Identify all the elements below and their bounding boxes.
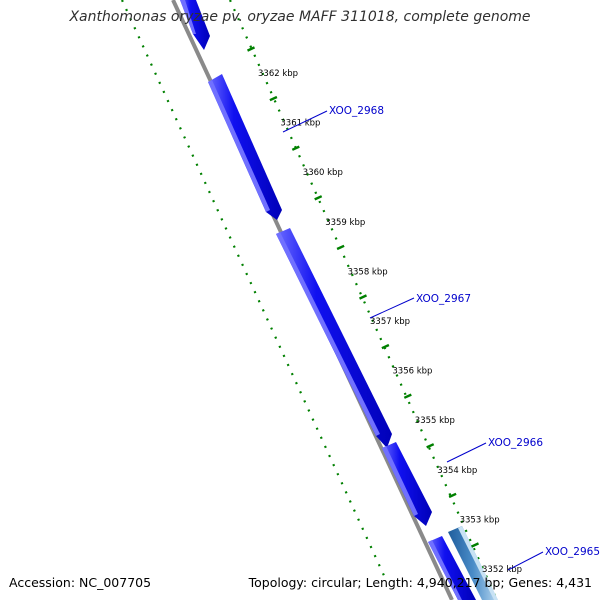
ruler-tick <box>381 343 390 350</box>
gene-label-xoo-2965[interactable]: XOO_2965 <box>545 546 600 558</box>
ruler-tick <box>403 393 412 399</box>
gene-label-xoo-2966[interactable]: XOO_2966 <box>488 437 543 449</box>
ruler-tick-label: 3356 kbp <box>392 367 432 377</box>
ruler-tick-label: 3358 kbp <box>348 267 388 277</box>
ruler-tick-label: 3355 kbp <box>415 416 455 426</box>
gc-dotted-track-left <box>120 0 388 581</box>
ruler-tick-label: 3352 kbp <box>482 565 522 575</box>
ruler-tick <box>448 492 457 499</box>
gene-arrow-xoo-2965[interactable] <box>428 536 476 600</box>
ruler-tick-label: 3362 kbp <box>258 69 298 79</box>
ruler-tick <box>336 244 345 251</box>
ruler-tick-label: 3359 kbp <box>325 218 365 228</box>
gene-arrow-xoo-2968[interactable] <box>208 74 282 220</box>
gene-labels: XOO_2968 XOO_2967 XOO_2966 XOO_2965 <box>282 105 600 571</box>
gene-label-leader-xoo-2968 <box>282 110 328 133</box>
ruler-tick <box>314 195 323 201</box>
ruler-tick-label: 3354 kbp <box>437 466 477 476</box>
gene-arrows <box>180 0 498 600</box>
gene-label-leader-xoo-2965 <box>507 551 544 571</box>
gene-arrow-xoo-2967[interactable] <box>276 228 392 448</box>
ruler-tick <box>247 46 255 52</box>
gene-arrow-top-partial[interactable] <box>180 0 210 50</box>
gene-arrow-xoo-2966[interactable] <box>382 442 432 526</box>
ruler-tick <box>269 95 278 102</box>
ruler-tick <box>359 294 367 300</box>
ruler-tick-label: 3360 kbp <box>303 168 343 178</box>
ruler-tick-label: 3357 kbp <box>370 317 410 327</box>
gene-label-leader-xoo-2967 <box>369 297 415 319</box>
gene-label-leader-xoo-2966 <box>446 442 487 463</box>
gene-arrow-alt-bottom[interactable] <box>448 526 498 600</box>
ruler-tick <box>426 443 435 449</box>
ruler-tick <box>471 542 479 548</box>
accession-label: Accession: NC_007705 <box>9 575 152 590</box>
gene-label-xoo-2968[interactable]: XOO_2968 <box>329 105 384 117</box>
gene-label-xoo-2967[interactable]: XOO_2967 <box>416 293 471 305</box>
ruler-tick-label: 3353 kbp <box>460 515 500 525</box>
ruler-tick <box>291 145 300 151</box>
genome-title: Xanthomonas oryzae pv. oryzae MAFF 31101… <box>69 9 531 25</box>
genome-summary: Topology: circular; Length: 4,940,217 bp… <box>248 575 592 590</box>
